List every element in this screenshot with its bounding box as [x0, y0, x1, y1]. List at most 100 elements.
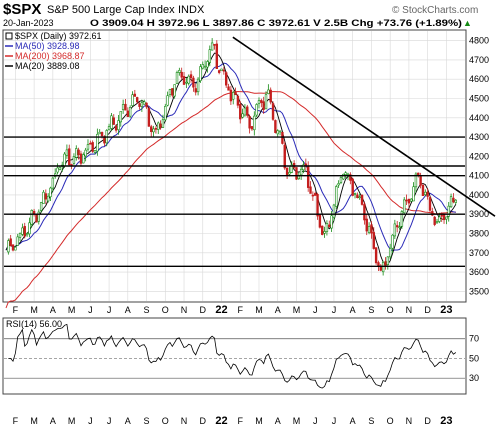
candle-body [323, 231, 326, 234]
month-tick-label: 23 [440, 304, 452, 316]
candle-body [278, 130, 282, 133]
candle-body [433, 216, 436, 225]
candle-body [395, 225, 399, 228]
candle-body [206, 61, 209, 68]
candle-body [18, 233, 22, 238]
candle-body [403, 199, 406, 214]
candle-body [241, 113, 244, 118]
candle-body [114, 125, 118, 131]
candle-body [42, 191, 45, 204]
candle-body [51, 177, 55, 189]
candle-body [370, 224, 373, 234]
candle-body [7, 240, 10, 253]
price-tick-label: 3600 [469, 267, 489, 277]
candle-body [140, 102, 144, 107]
candle-body [112, 117, 115, 125]
candle-body [227, 86, 230, 91]
candle-body [412, 186, 415, 202]
candle-body [381, 262, 385, 273]
month-tick-label: J [313, 305, 318, 315]
candle-body [178, 70, 181, 73]
ohlc-label: O 3909.04 H 3972.96 L 3897.86 C 3972.61 … [90, 18, 462, 28]
candle-body [21, 227, 24, 235]
candle-body [25, 233, 29, 236]
price-tick-label: 4800 [469, 36, 489, 46]
candle-body [351, 178, 354, 196]
candle-body [117, 120, 120, 130]
candle-body [285, 167, 289, 176]
candle-body [393, 223, 397, 237]
candle-body [299, 168, 303, 176]
candle-body [107, 126, 111, 131]
month-tick-label: 22 [215, 304, 227, 316]
month-tick-label: D [424, 305, 431, 315]
candle-body [302, 164, 305, 171]
candle-body [337, 183, 340, 186]
candle-body [374, 247, 378, 264]
candle-body [135, 97, 139, 103]
candle-body [93, 150, 97, 153]
candle-body [222, 69, 226, 72]
candle-body [363, 204, 366, 221]
month-tick-label: M [293, 416, 301, 426]
candle-body [262, 101, 265, 110]
candle-body [138, 103, 141, 107]
month-tick-label: D [424, 416, 431, 426]
month-tick-label: N [181, 305, 188, 315]
month-tick-label: A [275, 416, 281, 426]
month-tick-label: M [255, 416, 263, 426]
candle-body [407, 198, 411, 204]
candle-body [37, 211, 40, 222]
candle-body [154, 127, 158, 130]
candle-body [65, 149, 69, 156]
candle-body [253, 115, 256, 131]
month-tick-label: M [30, 416, 38, 426]
candle-body [424, 191, 427, 195]
exchange-label: INDX [178, 4, 205, 16]
candle-body [110, 115, 113, 129]
candle-body [384, 261, 387, 266]
candle-body [410, 198, 413, 202]
candle-body [269, 89, 272, 103]
candle-body [250, 126, 254, 130]
candle-body [98, 131, 101, 135]
candle-body [311, 194, 315, 197]
rsi-tick-label: 30 [469, 373, 479, 383]
candle-body [260, 100, 263, 103]
candle-body [442, 214, 446, 221]
legend-label: MA(20) 3889.08 [15, 61, 80, 71]
candle-body [79, 153, 83, 164]
candle-body [124, 103, 127, 111]
month-tick-label: A [50, 416, 56, 426]
candle-body [295, 167, 298, 180]
candle-body [159, 123, 162, 128]
candle-body [388, 248, 392, 258]
candle-body [143, 101, 146, 105]
month-tick-label: J [313, 416, 318, 426]
month-tick-label: A [125, 305, 131, 315]
candle-body [208, 49, 211, 63]
candle-body [161, 119, 165, 128]
candle-body [306, 166, 310, 188]
candle-body [358, 196, 361, 199]
rsi-tick-label: 70 [469, 334, 479, 344]
candle-body [281, 131, 284, 144]
month-tick-label: 23 [440, 415, 452, 427]
candle-body [96, 133, 99, 152]
candle-body [75, 148, 78, 158]
candle-body [46, 195, 50, 202]
month-tick-label: A [350, 416, 356, 426]
candle-body [234, 91, 237, 96]
candle-body [271, 103, 275, 120]
candle-body [239, 103, 242, 120]
candle-body [82, 154, 85, 164]
candle-body [454, 199, 457, 203]
candle-body [128, 107, 132, 117]
candle-body [342, 173, 345, 180]
candle-body [328, 224, 331, 227]
month-tick-label: J [107, 416, 112, 426]
candle-body [150, 126, 153, 133]
price-tick-label: 4300 [469, 132, 489, 142]
candle-body [414, 173, 418, 188]
candle-body [449, 196, 453, 208]
